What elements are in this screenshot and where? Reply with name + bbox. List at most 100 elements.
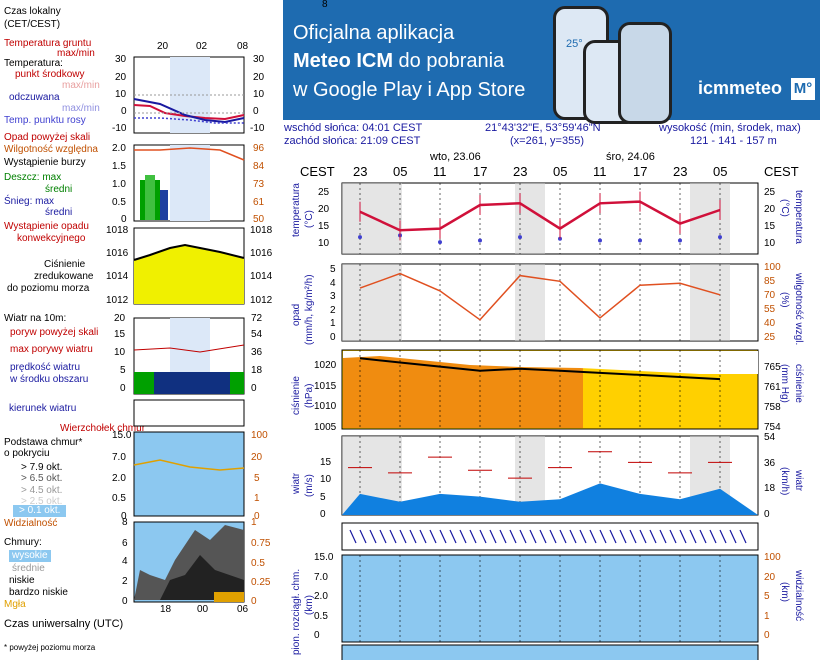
tick: -10 (250, 123, 265, 134)
dew-point-dot (598, 238, 602, 243)
snow-max-label: Śnieg: max (4, 196, 55, 207)
okt-1: > 7.9 okt. (21, 462, 63, 473)
axis-tick: 10 (764, 238, 776, 249)
wind-arrow (459, 529, 467, 544)
hour-label: 11 (593, 164, 607, 179)
axis-tick: 25 (318, 187, 330, 198)
legend-winddir-chart (133, 399, 245, 427)
conv-label-2: konwekcyjnego (17, 233, 86, 244)
cloud-base-label: Podstawa chmur* (4, 437, 83, 448)
tick: 0 (251, 383, 257, 394)
temp-side-unit-r: (°C) (779, 199, 790, 217)
axis-tick: 100 (764, 552, 781, 563)
time-local-label: Czas lokalny (4, 6, 61, 17)
tick: 1012 (106, 295, 129, 306)
time-tick-3: 08 (237, 41, 249, 52)
tick: 0 (121, 214, 127, 225)
wind-arrow (499, 529, 507, 544)
hour-label: 05 (553, 164, 568, 179)
wind-arrow (469, 529, 477, 544)
tick: 10 (114, 347, 126, 358)
tick: 0 (120, 383, 126, 394)
legend-precip-chart (133, 144, 245, 222)
axis-tick: 5 (330, 264, 336, 275)
wind-speed-label-2: w środku obszaru (10, 374, 89, 385)
axis-tick: 20 (318, 204, 330, 215)
tick: 1018 (250, 225, 273, 236)
tick: 20 (114, 313, 126, 324)
cloud-side-label: pion. rozciągł. chm. (291, 568, 302, 655)
axis-tick: 4 (330, 277, 336, 289)
tick: 36 (251, 347, 263, 358)
tick: 15.0 (112, 430, 132, 441)
tick: 1012 (250, 295, 273, 306)
axis-tick: 5 (764, 591, 770, 602)
axis-tick: 0 (320, 509, 326, 520)
soil-temp-sub: max/min (57, 48, 95, 59)
tick: 1 (251, 517, 257, 528)
legend-cloud-chart (133, 431, 245, 517)
axis-tick: 10 (320, 474, 332, 486)
tick: 30 (115, 54, 127, 65)
tick: 1016 (250, 248, 273, 259)
temp-side-unit: (°C) (304, 210, 315, 228)
wind-arrow (349, 529, 357, 544)
storm-label: Wystąpienie burzy (4, 157, 86, 168)
axis-tick: 36 (764, 457, 776, 469)
tick: 54 (251, 329, 263, 340)
banner-line-3: w Google Play i App Store (293, 79, 526, 101)
dew-point-dot (358, 235, 362, 240)
tick: 0 (253, 106, 259, 117)
axis-tick: 754 (764, 422, 781, 433)
banner-line-1: Oficjalna aplikacja (293, 22, 455, 44)
hour-label: 05 (393, 164, 408, 179)
utc-tick-1: 18 (160, 604, 172, 615)
snow-mean-label: średni (45, 207, 73, 218)
tick: 1018 (106, 225, 129, 236)
clouds-label: Chmury: (4, 537, 42, 548)
tick: 8 (122, 517, 128, 528)
wind-arrow (399, 529, 407, 544)
wind-side-label-r: wiatr (793, 470, 804, 492)
axis-tick: 2 (330, 304, 336, 316)
tick: 72 (251, 313, 263, 324)
wind-arrow (729, 529, 737, 544)
axis-tick: 8 (322, 0, 328, 10)
tick: 20 (253, 72, 265, 83)
wind-arrow (449, 529, 457, 544)
wind-arrow (599, 529, 607, 544)
tick: 2 (122, 576, 128, 587)
tick: 84 (253, 161, 265, 172)
humidity-line (359, 272, 721, 321)
wind-dir-label: kierunek wiatru (9, 403, 77, 414)
tick: 10 (115, 89, 127, 100)
axis-tick: 0 (764, 509, 770, 520)
tick: 2.0 (112, 473, 126, 484)
wind-arrow (389, 529, 397, 544)
axis-tick: 761 (764, 382, 781, 393)
axis-tick: 55 (764, 304, 776, 315)
axis-tick: 15 (320, 457, 332, 468)
axis-tick: 85 (764, 276, 776, 287)
wind-side-unit: (m/s) (304, 474, 315, 497)
high-clouds-label: wysokie (9, 550, 51, 562)
tick: 73 (253, 179, 265, 190)
maxmin-1: max/min (62, 80, 100, 91)
app-banner[interactable]: Oficjalna aplikacja Meteo ICM do pobrani… (283, 0, 820, 124)
banner-brand: Meteo ICM (293, 50, 393, 72)
tick: 2.0 (112, 143, 126, 154)
low-clouds-label: niskie (9, 575, 35, 586)
wind-area (342, 483, 758, 515)
footnote: * powyżej poziomu morza (4, 643, 96, 652)
tick: 20 (115, 72, 127, 83)
legend-pressure-chart (133, 227, 245, 305)
hour-label: 17 (473, 164, 488, 179)
press-side-label-r: ciśnienie (793, 364, 804, 403)
wind-arrow (519, 529, 527, 544)
wind-arrow (379, 529, 387, 544)
axis-tick: 5 (320, 491, 326, 503)
dew-point-label: Temp. punktu rosy (4, 115, 86, 126)
wind-arrow (539, 529, 547, 544)
